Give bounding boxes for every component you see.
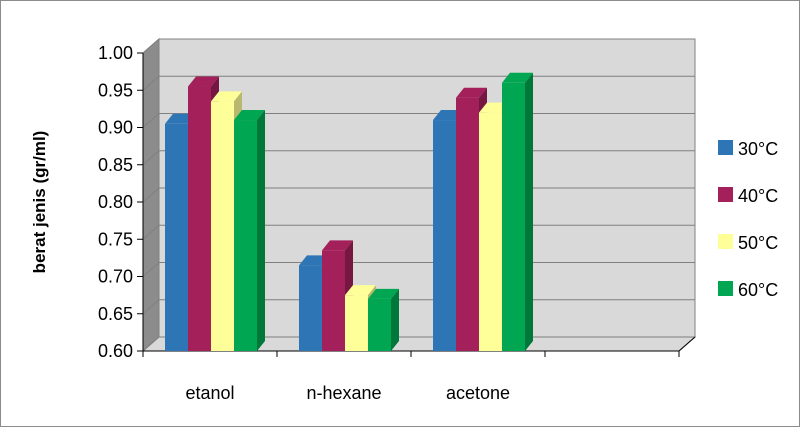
bar-front bbox=[322, 250, 345, 351]
legend-swatch bbox=[718, 234, 733, 249]
bar-front bbox=[188, 86, 211, 352]
bar-top bbox=[456, 87, 487, 98]
bar-top bbox=[211, 91, 242, 102]
bar-top bbox=[368, 288, 399, 299]
y-tick-label: 0.90 bbox=[98, 118, 133, 138]
bar-side bbox=[257, 110, 265, 351]
bar bbox=[234, 110, 265, 351]
legend-label: 50°C bbox=[738, 233, 778, 253]
bar-front bbox=[502, 82, 525, 352]
bar-front bbox=[456, 97, 479, 351]
bar-front bbox=[211, 101, 234, 351]
bar-top bbox=[345, 285, 376, 296]
legend-label: 40°C bbox=[738, 186, 778, 206]
y-tick-label: 0.85 bbox=[98, 155, 133, 175]
legend-swatch bbox=[718, 140, 733, 155]
bar-top bbox=[502, 72, 533, 83]
x-category-label: acetone bbox=[446, 383, 510, 403]
y-tick-label: 0.70 bbox=[98, 267, 133, 287]
bar bbox=[502, 72, 533, 352]
bar-top bbox=[234, 110, 265, 121]
bar-front bbox=[479, 112, 502, 351]
y-tick-label: 0.75 bbox=[98, 229, 133, 249]
bar bbox=[368, 288, 399, 351]
gridline bbox=[142, 38, 695, 54]
bar-top bbox=[188, 76, 219, 87]
bar-front bbox=[433, 120, 456, 351]
x-category-label: n-hexane bbox=[306, 383, 381, 403]
y-tick-label: 0.65 bbox=[98, 304, 133, 324]
legend-swatch bbox=[718, 187, 733, 202]
y-tick-label: 0.80 bbox=[98, 192, 133, 212]
bar-front bbox=[368, 298, 391, 351]
bar-front bbox=[345, 295, 368, 351]
legend-label: 60°C bbox=[738, 280, 778, 300]
bar-side bbox=[391, 288, 399, 351]
bar-top bbox=[322, 240, 353, 251]
bar-front bbox=[299, 265, 322, 351]
bar-front bbox=[165, 123, 188, 352]
y-tick-label: 0.60 bbox=[98, 341, 133, 361]
x-axis-depth-line bbox=[678, 336, 696, 352]
legend-label: 30°C bbox=[738, 139, 778, 159]
x-category-label: etanol bbox=[185, 383, 234, 403]
y-axis-title: berat jenis (gr/ml) bbox=[30, 131, 49, 274]
legend-swatch bbox=[718, 281, 733, 296]
y-tick-label: 1.00 bbox=[98, 43, 133, 63]
y-tick-label: 0.95 bbox=[98, 80, 133, 100]
bar-side bbox=[525, 72, 533, 352]
bar-front bbox=[234, 120, 257, 351]
